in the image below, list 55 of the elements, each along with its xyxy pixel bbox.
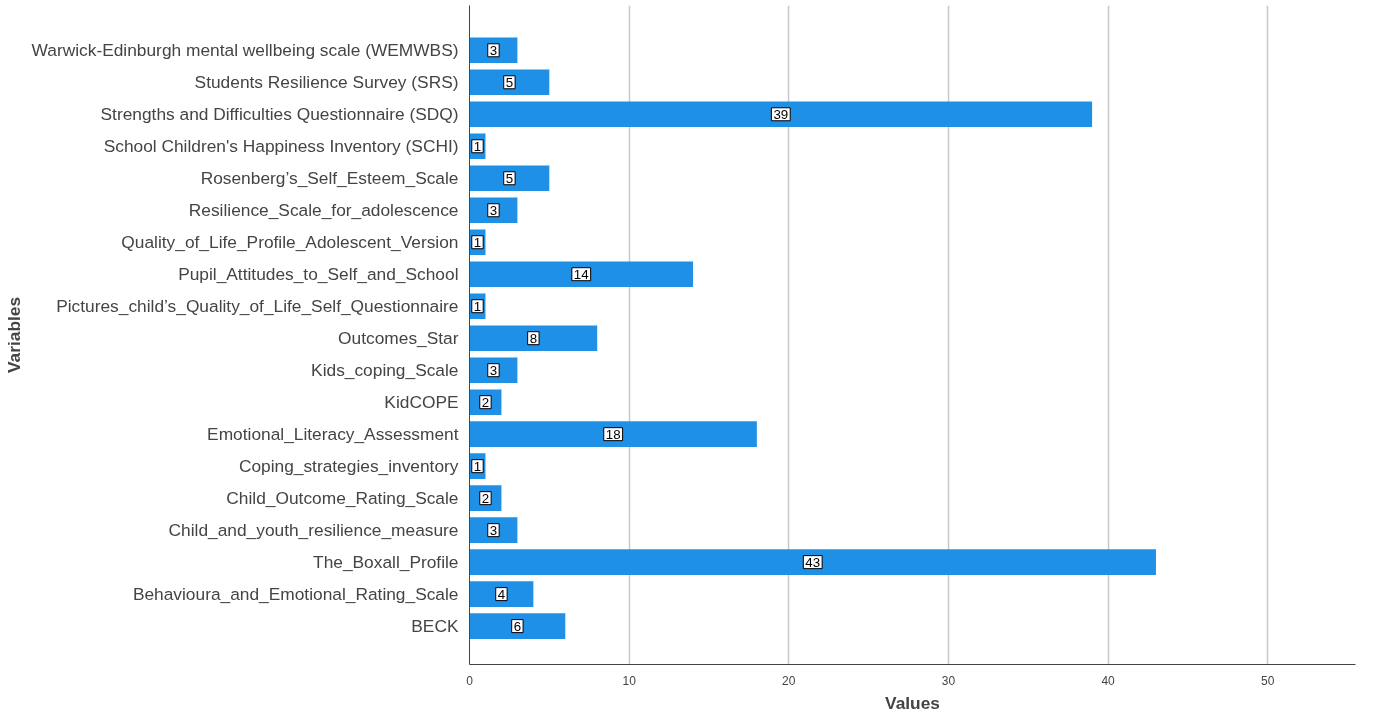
y-tick-label: Warwick-Edinburgh mental wellbeing scale (WEMWBS) <box>31 40 459 61</box>
bar <box>469 549 1156 575</box>
y-tick-label: Emotional_Literacy_Assessment <box>207 424 459 445</box>
y-tick-label: Kids_coping_Scale <box>311 360 459 381</box>
data-label: 39 <box>773 106 789 122</box>
y-tick-label: Child_and_youth_resilience_measure <box>168 520 459 541</box>
y-tick-label: Strengths and Difficulties Questionnaire (SDQ) <box>100 104 459 125</box>
data-label: 3 <box>489 202 498 218</box>
bar <box>469 261 693 288</box>
data-label: 1 <box>473 298 482 314</box>
data-label: 3 <box>489 362 498 378</box>
y-tick-label: KidCOPE <box>384 392 459 413</box>
data-label: 6 <box>513 618 522 634</box>
bar <box>469 101 1093 128</box>
data-label: 5 <box>505 74 514 90</box>
x-axis-title: Values <box>885 692 940 713</box>
y-tick-label: Quality_of_Life_Profile_Adolescent_Version <box>121 232 459 253</box>
data-label: 2 <box>481 490 490 506</box>
y-tick-label: The_Boxall_Profile <box>313 552 459 573</box>
x-tick-label: 50 <box>1261 673 1275 688</box>
y-tick-label: Pupil_Attitudes_to_Self_and_School <box>178 264 459 285</box>
bar <box>469 69 550 96</box>
data-label: 2 <box>481 394 490 410</box>
data-label: 18 <box>605 426 621 442</box>
bar <box>469 581 534 607</box>
data-label: 1 <box>473 458 482 474</box>
data-label: 5 <box>505 170 514 186</box>
y-tick-label: Pictures_child’s_Quality_of_Life_Self_Questionnaire <box>56 296 459 317</box>
y-tick-label: Child_Outcome_Rating_Scale <box>226 488 459 509</box>
y-tick-label: BECK <box>411 616 459 637</box>
y-tick-label: Coping_strategies_inventory <box>238 456 459 477</box>
data-label: 1 <box>473 234 482 250</box>
y-axis-title: Variables <box>3 296 24 374</box>
y-tick-label: Rosenberg’s_Self_Esteem_Scale <box>200 168 459 189</box>
y-tick-label: Behavioura_and_Emotional_Rating_Scale <box>132 584 459 605</box>
bar <box>469 421 757 447</box>
data-label: 14 <box>573 266 590 282</box>
x-tick-label: 10 <box>622 673 637 688</box>
data-label: 1 <box>473 138 482 154</box>
y-tick-label: Resilience_Scale_for_adolescence <box>188 200 459 221</box>
x-tick-label: 20 <box>782 673 796 688</box>
y-tick-label: School Children's Happiness Inventory (SCHI) <box>103 136 459 157</box>
y-tick-label: Students Resilience Survey (SRS) <box>194 72 459 93</box>
x-tick-label: 30 <box>941 673 956 688</box>
data-label: 3 <box>489 522 498 538</box>
x-tick-label: 40 <box>1101 673 1116 688</box>
bar <box>469 613 566 639</box>
y-tick-label: Outcomes_Star <box>338 328 459 349</box>
data-label: 3 <box>489 42 498 58</box>
data-label: 8 <box>529 330 538 346</box>
bar <box>469 325 598 351</box>
data-label: 43 <box>805 554 821 570</box>
bar <box>469 165 550 192</box>
x-tick-label: 0 <box>466 673 474 688</box>
data-label: 4 <box>497 586 506 602</box>
